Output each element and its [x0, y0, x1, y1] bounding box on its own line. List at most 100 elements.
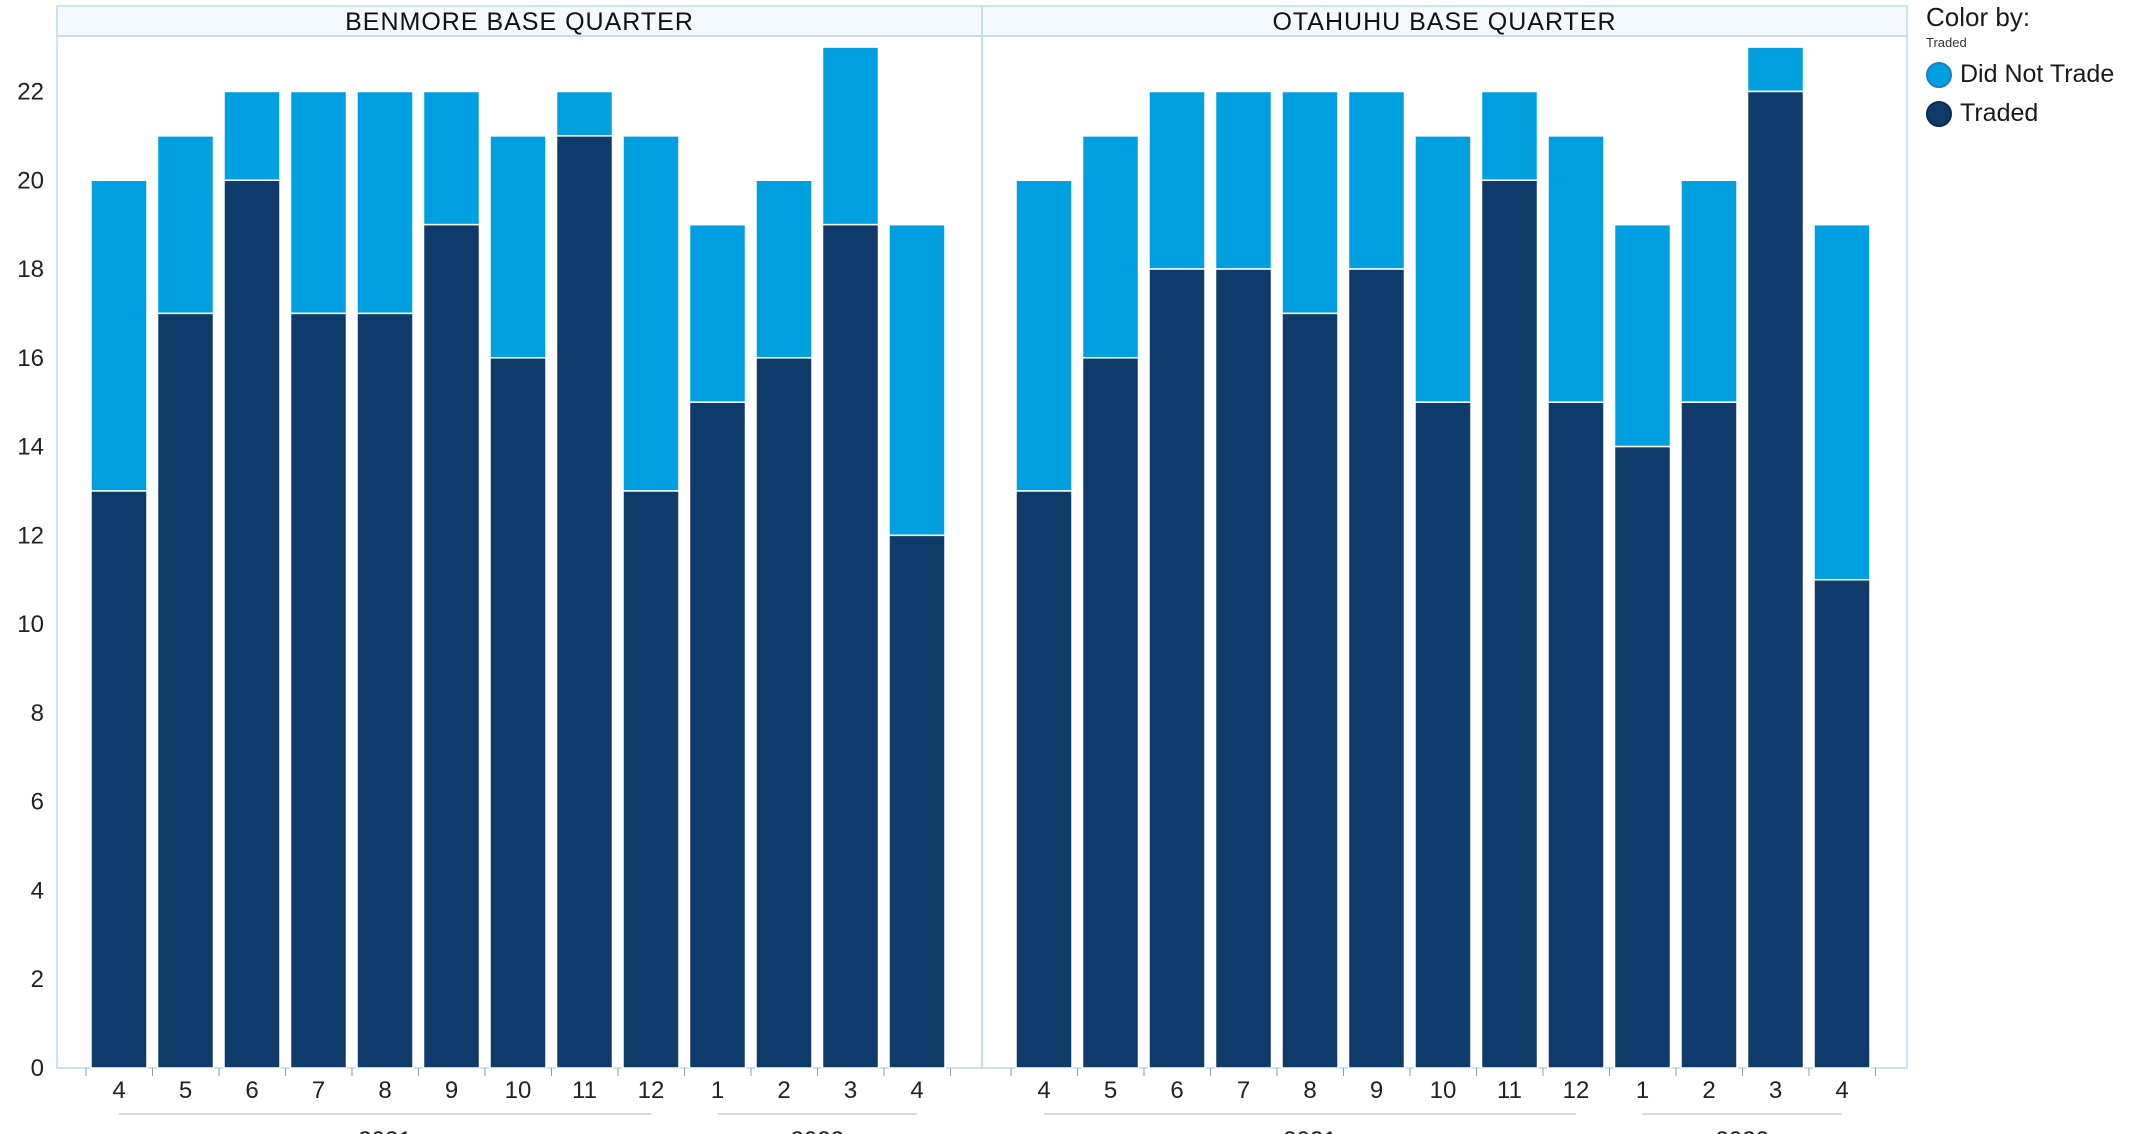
bar-did-not-trade: [422, 90, 481, 226]
bar-traded: [1148, 268, 1206, 1069]
y-tick-label: 22: [17, 78, 44, 105]
bar-traded: [90, 490, 148, 1069]
bar-traded: [223, 179, 281, 1069]
bar-traded: [1015, 490, 1073, 1069]
bar-traded: [1414, 401, 1472, 1069]
legend-item-traded[interactable]: Traded: [1926, 99, 2136, 128]
x-tick-label: 8: [1303, 1077, 1316, 1104]
bar-did-not-trade: [1680, 179, 1738, 403]
bar-did-not-trade: [821, 46, 880, 226]
bar-traded: [422, 223, 481, 1069]
panel-title: OTAHUHU BASE QUARTER: [1272, 8, 1616, 36]
bar-did-not-trade: [1746, 46, 1805, 93]
y-tick-label: 18: [17, 256, 44, 283]
bar-did-not-trade: [90, 179, 148, 492]
bar-did-not-trade: [1813, 223, 1871, 581]
bar-did-not-trade: [1547, 135, 1605, 403]
y-tick-label: 2: [31, 966, 44, 993]
y-tick-label: 14: [17, 434, 44, 461]
bar-did-not-trade: [1347, 90, 1406, 270]
x-tick-label: 9: [445, 1077, 458, 1104]
bar-did-not-trade: [755, 179, 813, 359]
bar-did-not-trade: [1015, 179, 1073, 492]
bar-traded: [1813, 578, 1871, 1069]
panel-title-box: [56, 5, 983, 37]
legend-label: Did Not Trade: [1960, 60, 2115, 88]
bar-did-not-trade: [1148, 90, 1206, 270]
bar-traded: [289, 312, 348, 1069]
bar-did-not-trade: [223, 90, 281, 182]
bar-did-not-trade: [622, 135, 680, 492]
x-tick-label: 8: [378, 1077, 391, 1104]
bar-traded: [1081, 357, 1140, 1069]
year-label: 2021: [1283, 1127, 1336, 1134]
bar-did-not-trade: [1480, 90, 1539, 182]
y-tick-label: 16: [17, 345, 44, 372]
bar-traded: [356, 312, 414, 1069]
bar-did-not-trade: [1281, 90, 1339, 315]
legend-title: Color by:: [1926, 2, 2031, 32]
bar-did-not-trade: [289, 90, 348, 315]
bar-traded: [755, 357, 813, 1069]
x-tick-label: 6: [245, 1077, 258, 1104]
x-tick-label: 4: [112, 1077, 125, 1104]
bar-traded: [489, 357, 547, 1069]
bar-did-not-trade: [356, 90, 414, 315]
y-tick-label: 6: [31, 789, 44, 816]
x-tick-label: 3: [1769, 1077, 1782, 1104]
x-tick-label: 9: [1370, 1077, 1383, 1104]
bar-did-not-trade: [156, 135, 215, 315]
bar-traded: [1613, 445, 1672, 1069]
legend-item-did-not-trade[interactable]: Did Not Trade: [1926, 60, 2136, 89]
x-tick-label: 11: [1497, 1077, 1522, 1104]
x-tick-label: 10: [1430, 1077, 1457, 1104]
x-tick-label: 10: [505, 1077, 532, 1104]
y-tick-label: 12: [17, 522, 44, 549]
bar-traded: [555, 135, 614, 1069]
traded-swatch-icon: [1926, 100, 1952, 127]
bar-traded: [1680, 401, 1738, 1069]
bar-did-not-trade: [555, 90, 614, 137]
y-tick-label: 0: [31, 1055, 44, 1082]
x-tick-label: 4: [1037, 1077, 1050, 1104]
x-tick-label: 2: [1702, 1077, 1715, 1104]
x-tick-label: 3: [844, 1077, 857, 1104]
bar-traded: [1347, 268, 1406, 1069]
year-label: 2021: [358, 1127, 411, 1134]
y-tick-label: 4: [31, 877, 44, 904]
y-tick-label: 8: [31, 700, 44, 727]
x-tick-label: 12: [1563, 1077, 1590, 1104]
y-tick-label: 10: [17, 611, 44, 638]
did-not-trade-swatch-icon: [1926, 61, 1952, 88]
bar-traded: [688, 401, 747, 1069]
bar-did-not-trade: [888, 223, 946, 537]
legend-label: Traded: [1960, 99, 2039, 127]
x-tick-label: 1: [711, 1077, 724, 1104]
bar-traded: [1746, 90, 1805, 1069]
bar-did-not-trade: [1081, 135, 1140, 359]
x-tick-label: 2: [777, 1077, 790, 1104]
x-tick-label: 5: [179, 1077, 192, 1104]
bar-did-not-trade: [489, 135, 547, 359]
bar-traded: [156, 312, 215, 1069]
bar-traded: [1281, 312, 1339, 1069]
x-tick-label: 6: [1170, 1077, 1183, 1104]
x-tick-label: 4: [910, 1077, 923, 1104]
bar-traded: [1480, 179, 1539, 1069]
panel-title-box: [981, 5, 1908, 37]
panel-title: BENMORE BASE QUARTER: [345, 8, 694, 36]
bar-did-not-trade: [688, 223, 747, 403]
bar-traded: [622, 490, 680, 1069]
x-tick-label: 1: [1636, 1077, 1649, 1104]
bar-did-not-trade: [1214, 90, 1273, 270]
x-tick-label: 5: [1104, 1077, 1117, 1104]
legend: Color by: Traded Did Not Trade Traded: [1926, 0, 2136, 128]
x-tick-label: 4: [1835, 1077, 1848, 1104]
bar-traded: [1214, 268, 1273, 1069]
bar-traded: [888, 534, 946, 1069]
legend-subtitle: Traded: [1926, 35, 1967, 50]
x-tick-label: 11: [572, 1077, 597, 1104]
